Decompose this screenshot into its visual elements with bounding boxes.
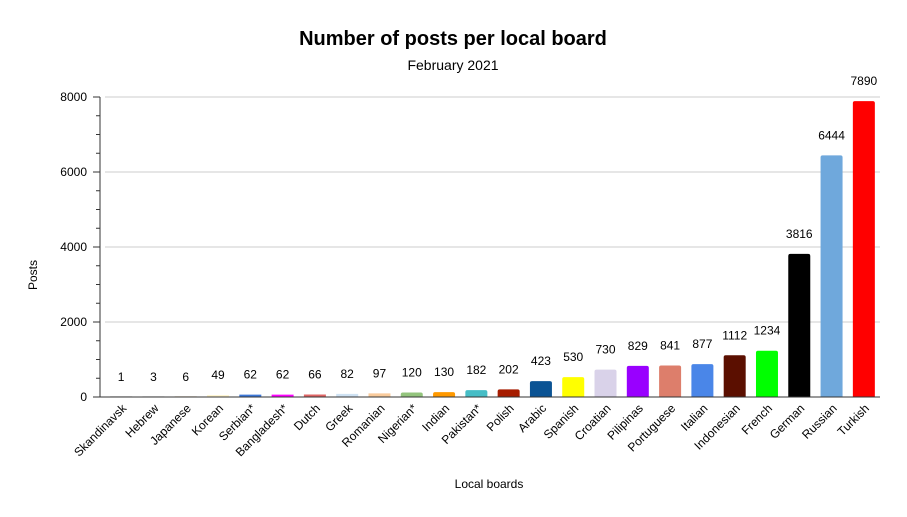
bar-indian <box>433 392 456 397</box>
x-tick-label: Turkish <box>835 401 872 438</box>
bar-german <box>788 253 811 397</box>
data-label: 182 <box>466 363 486 377</box>
data-label: 6444 <box>818 128 845 142</box>
data-label: 66 <box>308 368 322 382</box>
bar-pakistan <box>465 390 488 397</box>
bar-serbian <box>239 394 262 397</box>
data-label: 130 <box>434 365 454 379</box>
data-label: 530 <box>563 350 583 364</box>
bars <box>110 101 875 397</box>
bar-croatian <box>594 369 617 397</box>
data-label: 120 <box>402 366 422 380</box>
y-tick-label: 2000 <box>60 315 87 329</box>
data-label: 62 <box>276 368 290 382</box>
data-label: 202 <box>499 362 519 376</box>
bar-nigerian <box>400 392 423 397</box>
data-label: 841 <box>660 338 680 352</box>
y-axis: 0 2000 4000 6000 8000 <box>60 90 101 404</box>
data-label: 62 <box>244 368 258 382</box>
chart-subtitle: February 2021 <box>407 57 498 73</box>
y-tick-label: 8000 <box>60 90 87 104</box>
data-label: 829 <box>628 339 648 353</box>
data-label: 1234 <box>754 324 781 338</box>
data-label: 877 <box>692 337 712 351</box>
x-tick-label: German <box>767 401 808 442</box>
bar-polish <box>497 389 520 397</box>
bar-indonesian <box>723 355 746 397</box>
data-label: 3816 <box>786 227 813 241</box>
bar-greek <box>336 393 359 397</box>
data-label: 97 <box>373 366 387 380</box>
x-tick-label: Dutch <box>291 401 323 433</box>
x-axis: SkandinavskHebrewJapaneseKoreanSerbian*B… <box>71 396 880 460</box>
bar-bangladesh <box>271 394 294 397</box>
x-tick-label: Polish <box>484 401 517 434</box>
data-label: 1112 <box>722 328 747 342</box>
data-label: 730 <box>596 343 616 357</box>
y-tick-label: 4000 <box>60 240 87 254</box>
bar-pilipinas <box>626 365 649 397</box>
data-label: 82 <box>341 367 355 381</box>
bar-portuguese <box>659 365 682 397</box>
data-label: 1 <box>118 370 125 384</box>
bar-russian <box>820 155 843 397</box>
x-tick-label: Russian <box>799 401 840 442</box>
data-label: 3 <box>150 370 157 384</box>
bar-turkish <box>852 101 875 397</box>
bar-italian <box>691 364 714 397</box>
bar-french <box>755 350 778 397</box>
chart-title: Number of posts per local board <box>299 28 607 50</box>
y-axis-label: Posts <box>26 260 40 290</box>
data-label: 6 <box>182 370 189 384</box>
bar-dutch <box>303 394 326 397</box>
bar-spanish <box>562 377 585 397</box>
y-tick-label: 6000 <box>60 165 87 179</box>
x-tick-label: Skandinavsk <box>71 401 130 460</box>
bar-romanian <box>368 393 391 397</box>
x-axis-label: Local boards <box>455 477 524 491</box>
data-label: 423 <box>531 354 551 368</box>
bar-arabic <box>529 381 552 397</box>
y-tick-label: 0 <box>80 390 87 404</box>
gridlines <box>105 96 880 323</box>
data-label: 49 <box>211 368 225 382</box>
data-label: 7890 <box>851 74 878 88</box>
